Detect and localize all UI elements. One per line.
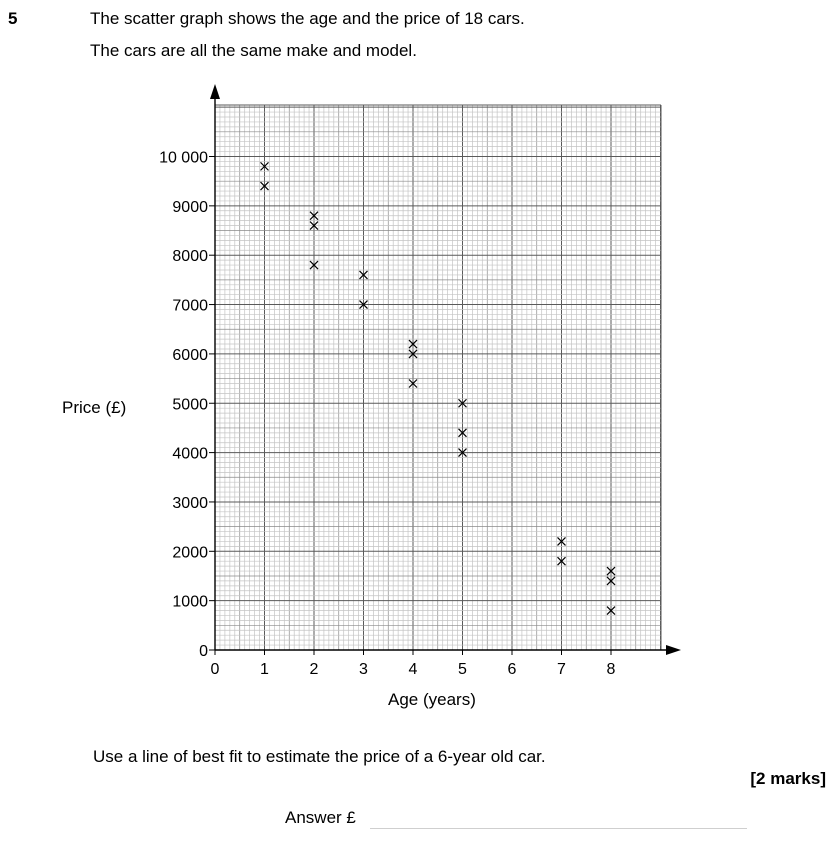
tick-labels: 0 1000 2000 3000 4000 5000 6000 7000 8000 9000 10 … (159, 150, 615, 679)
cross-stroke (359, 300, 368, 309)
answer-input[interactable] (370, 828, 747, 829)
x-axis-arrow-icon (666, 645, 681, 655)
cross-stroke (408, 339, 418, 349)
cross-stroke (408, 349, 418, 359)
x-tick-label: 4 (409, 661, 418, 678)
y-tick-label: 2000 (172, 544, 208, 561)
question-intro-line-1: The scatter graph shows the age and the … (90, 9, 525, 28)
y-tick-label: 1000 (172, 594, 208, 611)
marks-label: [2 marks] (750, 769, 826, 788)
y-tick-label: 3000 (172, 495, 208, 512)
x-tick-label: 8 (607, 661, 616, 678)
answer-label: Answer £ (285, 808, 356, 827)
axes (209, 84, 681, 655)
x-tick-label: 0 (211, 661, 220, 678)
data-point-cross (260, 161, 269, 171)
y-tick-label: 4000 (172, 446, 208, 463)
x-tick-label: 7 (557, 661, 566, 678)
cross-stroke (408, 379, 418, 388)
grid (214, 104, 662, 651)
data-point-cross (458, 428, 467, 438)
y-tick-label: 7000 (172, 298, 208, 315)
question-intro-line-2: The cars are all the same make and model… (90, 41, 417, 60)
cross-stroke (557, 556, 566, 566)
data-point-cross (359, 270, 368, 280)
cross-stroke (359, 270, 368, 280)
data-points (260, 161, 616, 615)
data-point-cross (408, 339, 418, 349)
data-point-cross (359, 300, 368, 309)
cross-stroke (260, 161, 269, 171)
cross-stroke (309, 221, 319, 231)
question-prompt: Use a line of best fit to estimate the p… (93, 747, 546, 766)
x-axis-label: Age (years) (388, 690, 476, 709)
x-tick-label: 1 (260, 661, 269, 678)
data-point-cross (606, 566, 616, 576)
data-point-cross (408, 379, 418, 388)
cross-stroke (557, 537, 566, 546)
data-point-cross (557, 537, 566, 546)
y-tick-label: 8000 (172, 248, 208, 265)
y-tick-label: 10 000 (159, 150, 208, 167)
cross-stroke (309, 211, 319, 221)
x-tick-label: 2 (310, 661, 319, 678)
data-point-cross (606, 576, 616, 586)
y-tick-label: 9000 (172, 199, 208, 216)
data-point-cross (260, 181, 269, 191)
cross-stroke (606, 606, 616, 615)
data-point-cross (309, 211, 319, 221)
question-number: 5 (8, 9, 18, 28)
y-tick-label: 0 (199, 643, 208, 660)
data-point-cross (309, 221, 319, 231)
y-axis-arrow-icon (210, 84, 220, 99)
y-axis-label: Price (£) (62, 398, 127, 417)
cross-stroke (606, 576, 616, 586)
cross-stroke (458, 398, 467, 408)
cross-stroke (458, 448, 467, 458)
x-tick-label: 5 (458, 661, 467, 678)
cross-stroke (309, 260, 319, 270)
data-point-cross (606, 606, 616, 615)
x-tick-label: 3 (359, 661, 368, 678)
y-tick-label: 5000 (172, 396, 208, 413)
cross-stroke (260, 181, 269, 191)
data-point-cross (458, 448, 467, 458)
x-tick-label: 6 (508, 661, 517, 678)
cross-stroke (458, 428, 467, 438)
data-point-cross (458, 398, 467, 408)
cross-stroke (606, 566, 616, 576)
data-point-cross (309, 260, 319, 270)
data-point-cross (557, 556, 566, 566)
y-tick-label: 6000 (172, 347, 208, 364)
data-point-cross (408, 349, 418, 359)
